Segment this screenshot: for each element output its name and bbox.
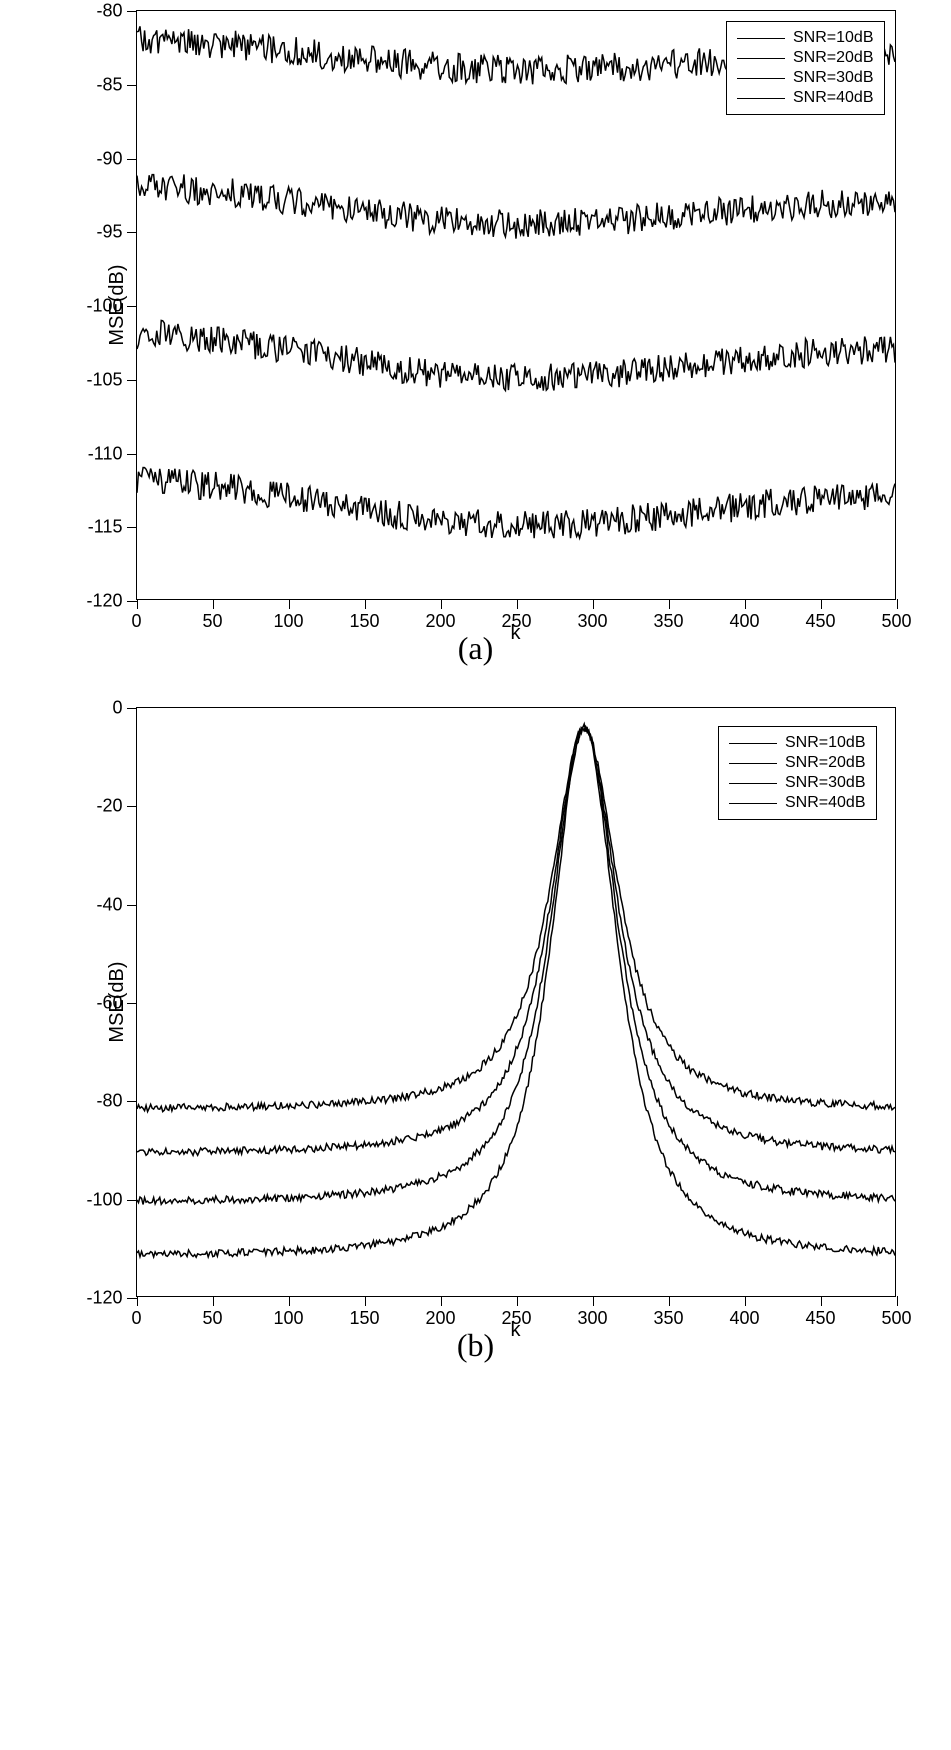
legend-line-icon: [737, 38, 785, 39]
xtick-label: 350: [653, 599, 683, 632]
series-line: [137, 468, 895, 539]
xtick-label: 400: [729, 1296, 759, 1329]
xtick-label: 500: [881, 1296, 911, 1329]
plot-area: -120-100-80-60-40-2000501001502002503003…: [136, 707, 896, 1297]
ytick-label: -20: [96, 796, 136, 817]
xtick-label: 100: [273, 599, 303, 632]
legend-label: SNR=10dB: [785, 734, 866, 752]
ytick-label: -85: [96, 74, 136, 95]
xlabel: k: [511, 1319, 521, 1342]
xtick-label: 50: [202, 1296, 222, 1329]
ytick-label: -115: [88, 517, 137, 538]
ylabel: MSE(dB): [106, 264, 129, 345]
legend-item: SNR=10dB: [737, 28, 874, 48]
series-line: [137, 320, 895, 390]
xlabel: k: [511, 622, 521, 645]
xtick-label: 450: [805, 599, 835, 632]
ytick-label: -80: [96, 1091, 136, 1112]
ytick-label: -100: [86, 1189, 136, 1210]
xtick-label: 350: [653, 1296, 683, 1329]
ylabel: MSE(dB): [106, 961, 129, 1042]
legend-label: SNR=40dB: [785, 794, 866, 812]
ytick-label: -120: [86, 591, 136, 612]
legend-label: SNR=30dB: [793, 69, 874, 87]
figure-caption: (b): [36, 1327, 916, 1364]
xtick-label: 50: [202, 599, 222, 632]
legend-label: SNR=10dB: [793, 29, 874, 47]
ytick-label: -80: [96, 1, 136, 22]
xtick-label: 200: [425, 1296, 455, 1329]
legend: SNR=10dB SNR=20dB SNR=30dB SNR=40dB: [718, 726, 877, 820]
ytick-label: -40: [96, 894, 136, 915]
xtick-label: 450: [805, 1296, 835, 1329]
legend-label: SNR=40dB: [793, 89, 874, 107]
xtick-label: 200: [425, 599, 455, 632]
legend-item: SNR=40dB: [729, 793, 866, 813]
legend-label: SNR=30dB: [785, 774, 866, 792]
legend-line-icon: [737, 58, 785, 59]
xtick-label: 300: [577, 1296, 607, 1329]
ytick-label: 0: [112, 698, 136, 719]
plot-area: -120-115-110-105-100-95-90-85-8005010015…: [136, 10, 896, 600]
xtick-label: 150: [349, 599, 379, 632]
ytick-label: -105: [86, 369, 136, 390]
legend-item: SNR=20dB: [737, 48, 874, 68]
legend-line-icon: [729, 783, 777, 784]
legend-line-icon: [737, 78, 785, 79]
xtick-label: 400: [729, 599, 759, 632]
xtick-label: 300: [577, 599, 607, 632]
xtick-label: 500: [881, 599, 911, 632]
xtick-label: 100: [273, 1296, 303, 1329]
xtick-label: 0: [131, 599, 141, 632]
legend-item: SNR=40dB: [737, 88, 874, 108]
legend: SNR=10dB SNR=20dB SNR=30dB SNR=40dB: [726, 21, 885, 115]
legend-item: SNR=10dB: [729, 733, 866, 753]
ytick-label: -110: [88, 443, 137, 464]
ytick-label: -120: [86, 1288, 136, 1309]
page: -120 -115 -110 -105 -100 -95 -90 -85 -80 0 50 100 15…: [0, 0, 951, 1424]
legend-line-icon: [737, 98, 785, 99]
figure-a: -120-115-110-105-100-95-90-85-8005010015…: [36, 10, 916, 667]
legend-line-icon: [729, 763, 777, 764]
figure-caption: (a): [36, 630, 916, 667]
figure-b: -120-100-80-60-40-2000501001502002503003…: [36, 707, 916, 1364]
legend-line-icon: [729, 743, 777, 744]
series-line: [137, 174, 895, 238]
plot-wrapper: -120-115-110-105-100-95-90-85-8005010015…: [136, 10, 896, 600]
legend-label: SNR=20dB: [793, 49, 874, 67]
ytick-label: -90: [96, 148, 136, 169]
legend-item: SNR=20dB: [729, 753, 866, 773]
xtick-label: 150: [349, 1296, 379, 1329]
legend-item: SNR=30dB: [737, 68, 874, 88]
ytick-label: -95: [96, 222, 136, 243]
xtick-label: 0: [131, 1296, 141, 1329]
plot-wrapper: -120-100-80-60-40-2000501001502002503003…: [136, 707, 896, 1297]
legend-line-icon: [729, 803, 777, 804]
legend-label: SNR=20dB: [785, 754, 866, 772]
legend-item: SNR=30dB: [729, 773, 866, 793]
